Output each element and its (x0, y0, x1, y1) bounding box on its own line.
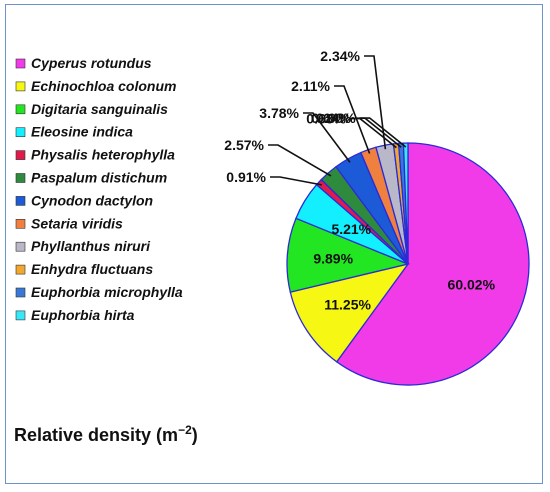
legend-label: Phyllanthus niruri (31, 238, 151, 254)
pie-slice-echinochloa-colonum (289, 262, 410, 363)
leader-line (268, 144, 332, 177)
leader-line (334, 85, 371, 154)
pie-slice-digitaria-sanguinalis (286, 217, 411, 293)
legend-item-paspalum-distichum: Paspalum distichum (15, 170, 167, 186)
slice-value-label: 9.89% (313, 250, 353, 266)
legend-item-euphorbia-microphylla: Euphorbia microphylla (15, 284, 183, 300)
legend-swatch (15, 241, 26, 252)
legend-swatch (15, 219, 26, 229)
slice-value-label: 0.68% (306, 111, 346, 127)
legend-label: Eleosine indica (31, 124, 133, 140)
slice-value-label: 0.91% (226, 169, 266, 185)
leader-lines (268, 55, 407, 186)
legend-item-echinochloa-colonum: Echinochloa colonum (15, 78, 176, 94)
legend-swatch (15, 150, 26, 160)
slice-value-label: 11.25% (324, 296, 371, 312)
legend-swatch (15, 173, 26, 183)
axis-title: Relative density (m−2) (14, 423, 198, 445)
legend-label: Euphorbia microphylla (31, 284, 183, 300)
pie-slices (286, 142, 530, 386)
legend-label: Euphorbia hirta (31, 307, 135, 323)
pie-slice-cyperus-rotundus (335, 142, 530, 386)
legend-item-eleosine-indica: Eleosine indica (15, 124, 133, 140)
legend-label: Cyperus rotundus (31, 55, 152, 71)
leader-line (359, 117, 407, 148)
slice-value-label: 60.02% (448, 277, 496, 293)
slice-labels: 60.02% 11.25% 9.89% 5.21% 0.91% 2.57% 3.78% 2.1… (224, 48, 495, 312)
leader-line (270, 176, 322, 186)
legend-item-phyllanthus-niruri: Phyllanthus niruri (15, 238, 151, 254)
legend-swatch (15, 58, 26, 69)
legend-label: Paspalum distichum (31, 170, 167, 186)
legend-item-euphorbia-hirta: Euphorbia hirta (15, 307, 135, 323)
legend-item-cynodon-dactylon: Cynodon dactylon (15, 192, 153, 208)
legend: Cyperus rotundus Echinochloa colonum Digit… (15, 55, 183, 323)
legend-label: Physalis heterophylla (31, 147, 175, 163)
legend-swatch (15, 287, 26, 298)
slice-value-label: 5.21% (331, 221, 371, 237)
legend-item-digitaria-sanguinalis: Digitaria sanguinalis (15, 101, 168, 117)
legend-label: Enhydra fluctuans (31, 261, 153, 277)
slice-value-label: 2.57% (224, 137, 264, 153)
legend-item-physalis-heterophylla: Physalis heterophylla (15, 147, 175, 163)
legend-label: Setaria viridis (31, 215, 123, 231)
pie-slice-euphorbia-hirta (402, 142, 409, 265)
legend-item-cyperus-rotundus: Cyperus rotundus (15, 55, 152, 71)
legend-item-setaria-viridis: Setaria viridis (15, 215, 123, 231)
legend-swatch (15, 264, 26, 275)
slice-value-label: 0.64% (311, 110, 351, 126)
legend-swatch (15, 310, 26, 321)
legend-label: Digitaria sanguinalis (31, 101, 168, 117)
legend-swatch (15, 81, 26, 92)
legend-label: Cynodon dactylon (31, 192, 153, 208)
legend-item-enhydra-fluctuans: Enhydra fluctuans (15, 261, 153, 277)
slice-value-label: 0.60% (316, 110, 356, 126)
leader-line (303, 112, 351, 163)
legend-label: Echinochloa colonum (31, 78, 176, 94)
legend-swatch (15, 196, 26, 206)
legend-swatch (15, 127, 26, 137)
legend-swatch (15, 104, 26, 115)
slice-value-label: 3.78% (259, 105, 299, 121)
slice-value-label: 2.11% (291, 78, 330, 94)
slice-value-label: 2.34% (320, 48, 360, 64)
leader-line (364, 55, 387, 150)
